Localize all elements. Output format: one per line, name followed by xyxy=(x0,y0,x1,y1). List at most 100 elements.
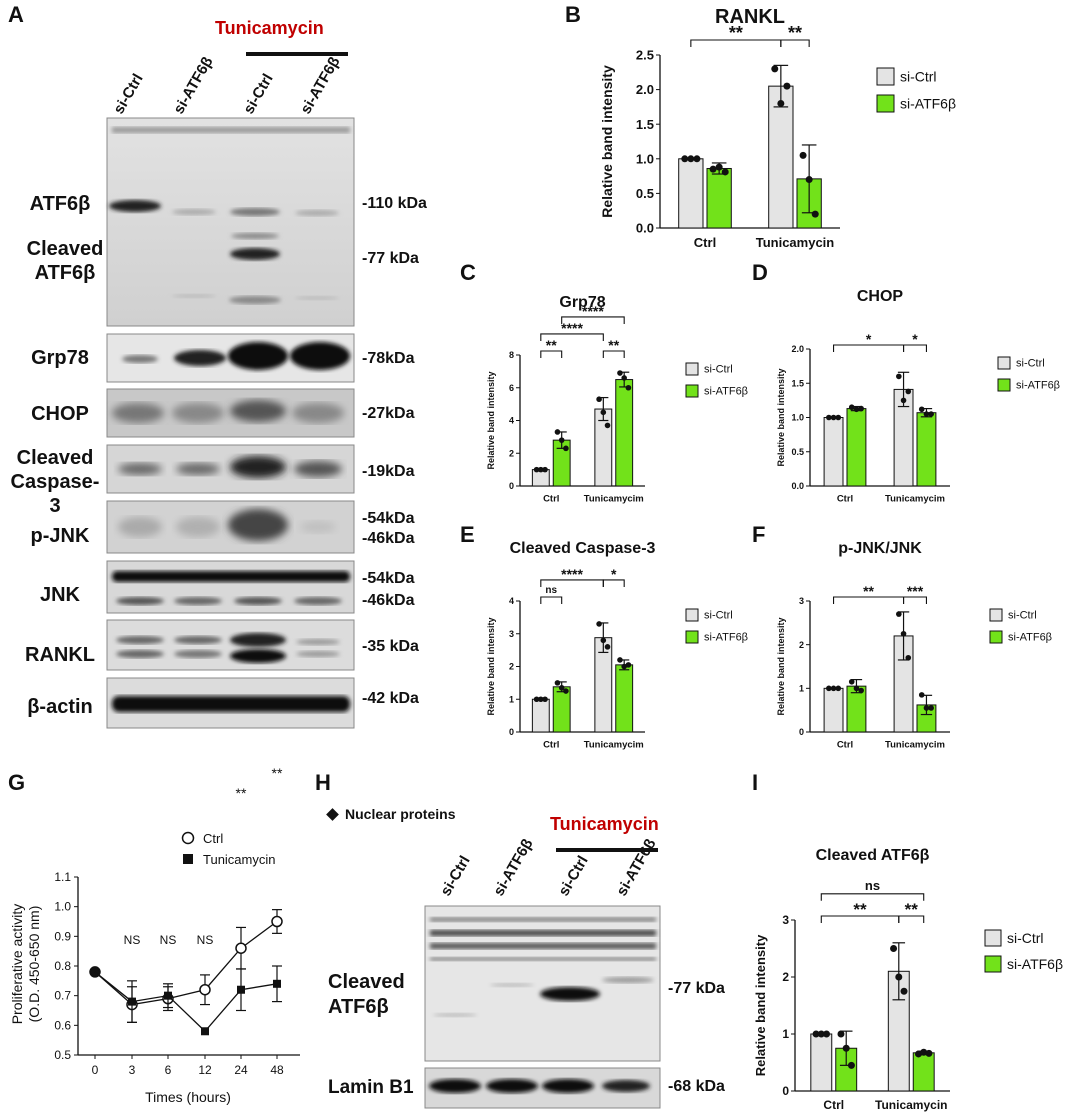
data-point xyxy=(558,684,565,691)
y-tick-label: 2.0 xyxy=(636,82,654,97)
legend-marker-ctrl xyxy=(181,831,195,845)
chart-title: RANKL xyxy=(715,6,785,28)
data-point xyxy=(842,1044,850,1052)
y-tick-label: 1 xyxy=(782,1027,789,1041)
row-label-caspase3-2: Caspase-3 xyxy=(10,471,100,517)
data-point xyxy=(687,155,695,163)
category-label: Tunicamycim xyxy=(885,740,945,751)
data-point xyxy=(596,396,602,403)
bar xyxy=(823,687,844,733)
y-tick-label: 0 xyxy=(782,1084,789,1098)
y-tick-label: 0.0 xyxy=(636,221,654,236)
y-tick-label: 0 xyxy=(509,481,514,491)
y-tick-label: 2 xyxy=(799,640,804,650)
data-point xyxy=(848,404,855,411)
data-point xyxy=(625,384,632,391)
data-point xyxy=(896,373,902,380)
kda-caspase3: -19kDa xyxy=(362,463,415,480)
category-label: Tunicamycim xyxy=(885,494,945,505)
bar xyxy=(912,1052,935,1092)
blot-a-treatment-label: Tunicamycin xyxy=(215,18,324,38)
h-row-label-lamin: Lamin B1 xyxy=(328,1077,414,1098)
y-tick-label: 4 xyxy=(509,416,514,426)
legend-swatch xyxy=(997,378,1011,392)
y-tick-label: 8 xyxy=(509,350,514,360)
significance-label: * xyxy=(912,331,918,347)
membrane-h-lamin xyxy=(424,1067,661,1109)
data-point xyxy=(709,165,717,173)
data-point xyxy=(625,662,632,668)
blot-h-treatment-label: Tunicamycin xyxy=(550,814,659,834)
row-label-caspase3-1: Cleaved xyxy=(16,447,94,469)
data-point xyxy=(830,414,837,421)
data-point xyxy=(542,466,548,473)
x-tick-label: 24 xyxy=(234,1063,248,1077)
data-point-tunicamycin xyxy=(237,985,245,994)
data-point xyxy=(799,151,807,159)
data-point xyxy=(563,445,569,452)
series-line xyxy=(94,920,278,1006)
data-point xyxy=(830,685,837,692)
significance-bracket xyxy=(540,596,563,604)
kda-jnk-46: -46kDa xyxy=(362,592,415,609)
legend-label: si-ATF6β xyxy=(1016,380,1060,392)
bar xyxy=(615,379,634,487)
significance-label: *** xyxy=(907,583,924,599)
y-tick-label: 3 xyxy=(799,596,804,606)
data-point xyxy=(900,397,907,404)
y-axis-label: Relative band intensity xyxy=(776,617,786,715)
data-point xyxy=(533,466,540,473)
kda-atf6b: -110 kDa xyxy=(362,195,427,212)
legend-label: si-ATF6β xyxy=(900,96,956,112)
data-point xyxy=(600,637,607,644)
panel-label-f: F xyxy=(752,522,766,547)
x-tick-label: 48 xyxy=(270,1063,284,1077)
chart-title: Cleaved Caspase-3 xyxy=(510,540,656,557)
data-point xyxy=(805,176,813,184)
data-point xyxy=(918,692,925,698)
significance-bracket xyxy=(898,915,925,923)
kda-rankl: -35 kDa xyxy=(362,638,419,655)
data-point xyxy=(900,630,907,637)
bar xyxy=(678,158,704,229)
data-point xyxy=(533,696,540,703)
row-label-cleaved-atf6b-2: ATF6β xyxy=(34,262,96,284)
membrane-actin xyxy=(106,677,355,729)
significance-label: ns xyxy=(545,585,557,596)
annotation-label: ** xyxy=(272,765,283,781)
data-point-tunicamycin xyxy=(201,1027,209,1036)
x-tick-label: 0 xyxy=(92,1063,99,1077)
category-label: Ctrl xyxy=(837,494,853,505)
legend-label: si-Ctrl xyxy=(704,364,733,376)
significance-label: ns xyxy=(865,878,880,893)
y-tick-label: 1.0 xyxy=(791,413,804,423)
data-point-ctrl xyxy=(235,942,247,954)
legend-label: si-Ctrl xyxy=(900,69,937,85)
data-point xyxy=(777,99,785,107)
x-tick-label: 6 xyxy=(165,1063,172,1077)
panel-label-b: B xyxy=(565,2,581,27)
category-label: Tunicamycin xyxy=(875,1098,947,1112)
bar xyxy=(531,698,550,733)
significance-label: ** xyxy=(788,23,802,43)
h-row-label-cleaved-2: ATF6β xyxy=(328,996,389,1018)
chart-e: 0 1 2 3 4 Cleaved Caspase-3 Relative band inte… xyxy=(486,540,748,751)
data-point xyxy=(811,210,819,218)
legend-swatch xyxy=(989,630,1003,644)
data-point-tunicamycin xyxy=(128,997,136,1006)
data-point xyxy=(558,437,565,443)
data-point xyxy=(721,168,729,176)
significance-label: * xyxy=(611,566,617,582)
bar xyxy=(768,85,794,229)
membrane-pjnk xyxy=(106,500,355,554)
category-label: Ctrl xyxy=(837,740,853,751)
chart-g: 0.5 0.6 0.7 0.8 0.9 1.0 1.1 0 3 6 12 24 48 Times (hou… xyxy=(9,765,300,1105)
significance-label: **** xyxy=(561,320,583,336)
data-point xyxy=(896,611,902,617)
data-point xyxy=(918,406,925,413)
h-row-label-cleaved-1: Cleaved xyxy=(328,971,405,993)
y-tick-label: 1 xyxy=(509,694,514,704)
data-point xyxy=(858,687,864,694)
data-point xyxy=(928,705,934,711)
